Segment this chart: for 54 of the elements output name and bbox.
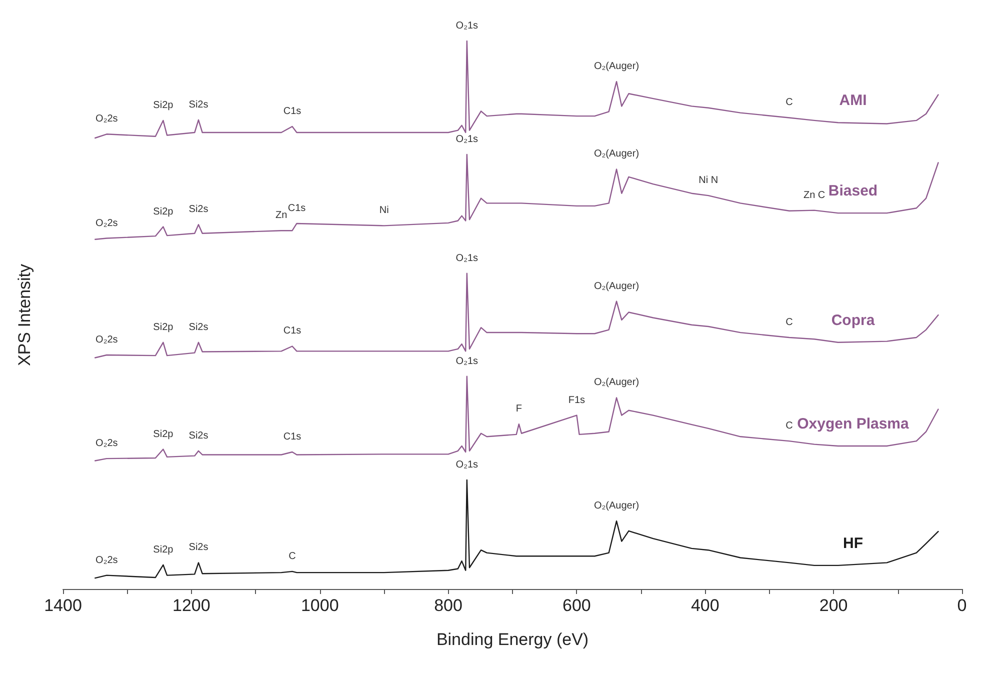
annotation: F (516, 404, 522, 415)
annotation: O₂(Auger) (594, 61, 640, 72)
annotation: O₂2s (96, 218, 118, 229)
annotation: Ni N (698, 175, 718, 186)
annotation: Si2p (153, 322, 174, 333)
x-tick-label: 600 (562, 596, 591, 615)
annotation: Si2s (188, 542, 208, 554)
annotation: O₂1s (456, 252, 478, 264)
annotation: O₂1s (456, 459, 478, 470)
series-label: HF (843, 534, 863, 552)
x-tick-label: 200 (819, 596, 848, 615)
annotation: Si2p (153, 100, 174, 111)
annotation: C1s (283, 432, 302, 442)
annotation: Si2s (188, 204, 208, 216)
x-tick-label: 800 (434, 596, 462, 615)
series-label: Oxygen Plasma (797, 415, 910, 432)
annotation: Si2s (188, 322, 208, 333)
annotation: O₂2s (96, 334, 118, 346)
annotation: Si2p (153, 206, 174, 218)
annotation: C (786, 420, 793, 432)
annotation: O₂2s (96, 114, 118, 125)
x-axis-title: Binding Energy (eV) (436, 630, 589, 649)
x-tick-label: 1200 (172, 596, 210, 615)
annotation: O₂(Auger) (594, 377, 640, 388)
annotation: C (288, 550, 296, 562)
annotation: O₂2s (96, 438, 118, 450)
x-tick-label: 1000 (300, 596, 339, 615)
annotation: C1s (283, 106, 302, 117)
annotation: C1s (288, 202, 306, 214)
annotation: Zn C (803, 190, 826, 201)
annotation: F1s (568, 394, 586, 406)
annotation: C (786, 97, 793, 108)
annotation: O₂1s (456, 356, 478, 367)
annotation: Zn (275, 210, 288, 222)
annotation: O₂2s (96, 554, 118, 566)
series-label: AMI (839, 92, 867, 110)
annotation: Si2p (153, 428, 174, 440)
annotation: O₂(Auger) (594, 148, 640, 160)
annotation: O₂(Auger) (594, 500, 640, 512)
annotation: Si2s (188, 430, 208, 442)
annotation: O₂1s (456, 20, 478, 32)
x-tick-label: 400 (690, 596, 720, 615)
annotation: Ni (379, 205, 389, 216)
x-tick-label: 1400 (44, 596, 82, 615)
x-tick-label: 0 (957, 596, 967, 615)
y-axis-title: XPS Intensity (15, 263, 34, 366)
series-label: Copra (831, 312, 876, 329)
series-label: Biased (828, 182, 878, 200)
annotation: C1s (283, 326, 302, 337)
annotation: O₂(Auger) (594, 280, 640, 292)
annotation: Si2s (188, 99, 208, 110)
annotation: C (786, 316, 793, 328)
annotation: O₂1s (456, 134, 478, 145)
annotation: Si2p (153, 544, 174, 556)
